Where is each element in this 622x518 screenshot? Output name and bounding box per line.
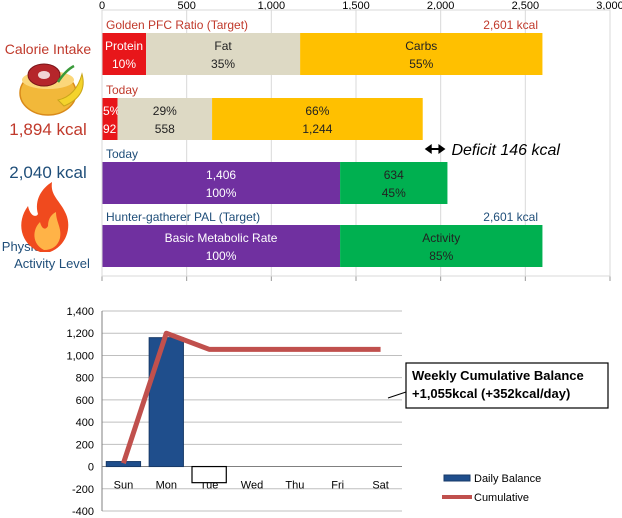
top-row-1: Golden PFC Ratio (Target) 2,601 kcal Prote… xyxy=(102,18,543,75)
row-caption: Hunter-gatherer PAL (Target) xyxy=(106,210,260,224)
row-total-label: 2,601 kcal xyxy=(483,18,538,32)
callout-box xyxy=(405,362,609,409)
row-caption: Today xyxy=(106,83,138,97)
top-tick-label: 3,000 xyxy=(596,0,622,12)
deficit-annotation: Deficit 146 kcal xyxy=(424,142,560,159)
segment-value: 100% xyxy=(206,186,237,200)
deficit-arrow-right-head xyxy=(438,144,446,154)
y-tick-label: 1,400 xyxy=(66,306,94,318)
top-row-2: Today 5% 92 29% 558 66% 1,244 xyxy=(102,83,423,140)
x-tick-label: Wed xyxy=(241,480,263,492)
segment-protein xyxy=(102,33,147,75)
cumulative-line xyxy=(121,330,381,465)
segment-value: 92 xyxy=(103,122,117,136)
top-tick-label: 500 xyxy=(177,0,195,12)
y-tick-label: 1,000 xyxy=(66,350,94,362)
flame-icon xyxy=(21,182,69,252)
segment-label: Protein xyxy=(105,39,143,53)
legend-swatch-daily xyxy=(443,474,471,482)
segment-activity xyxy=(340,225,543,267)
segment-value: 10% xyxy=(112,57,136,71)
legend-label-cumulative: Cumulative xyxy=(474,492,529,504)
segment-value: 85% xyxy=(429,249,453,263)
row-caption: Today xyxy=(106,147,138,161)
segment-label: 66% xyxy=(305,104,329,118)
top-row-4: Hunter-gatherer PAL (Target) 2,601 kcal Ba… xyxy=(102,210,543,267)
top-chart-tick-labels: 0 500 1,000 1,500 2,000 2,500 3,000 xyxy=(99,0,622,12)
deficit-label: Deficit 146 kcal xyxy=(451,142,560,159)
segment-bmr xyxy=(102,225,341,267)
y-tick-label: 200 xyxy=(76,439,94,451)
calorie-intake-label: Calorie Intake xyxy=(5,41,92,57)
y-tick-label: 600 xyxy=(76,395,94,407)
top-chart-frame xyxy=(101,9,611,277)
segment-label: Basic Metabolic Rate xyxy=(165,231,278,245)
callout-pointer xyxy=(387,391,407,399)
y-tick-label: -200 xyxy=(72,484,94,496)
segment-label: 634 xyxy=(384,168,404,182)
top-row-3: Today 1,406 100% 634 45% xyxy=(102,147,448,204)
segment-label: Activity xyxy=(422,231,460,245)
segment-value: 45% xyxy=(382,186,406,200)
daily-balance-bars xyxy=(105,337,227,484)
segment-value: 55% xyxy=(409,57,433,71)
top-chart-rows: Golden PFC Ratio (Target) 2,601 kcal Prote… xyxy=(102,18,543,267)
segment-value: 1,244 xyxy=(302,122,332,136)
segment-label: Carbs xyxy=(405,39,437,53)
segment-fat xyxy=(117,98,213,140)
daily-balance-bar xyxy=(148,337,184,468)
legend: Daily Balance Cumulative xyxy=(442,473,541,504)
cumulative-line-series xyxy=(121,330,381,465)
x-tick-label: Fri xyxy=(331,480,344,492)
top-tick-label: 1,500 xyxy=(342,0,370,12)
daily-balance-bar xyxy=(191,465,227,484)
bottom-chart-x-tick-labels: Sun Mon Tue Wed Thu Fri Sat xyxy=(114,480,389,492)
segment-value: 35% xyxy=(211,57,235,71)
top-tick-label: 2,000 xyxy=(427,0,455,12)
x-tick-label: Sun xyxy=(114,480,134,492)
y-tick-label: 0 xyxy=(88,462,94,474)
top-tick-label: 2,500 xyxy=(512,0,540,12)
expenditure-value: 2,040 kcal xyxy=(9,163,87,182)
y-tick-label: 1,200 xyxy=(66,328,94,340)
bottom-chart-y-tick-labels: -400 -200 0 200 400 600 800 1,000 1,200 1,400 xyxy=(66,306,94,518)
segment-label: 1,406 xyxy=(206,168,236,182)
legend-label-daily: Daily Balance xyxy=(474,473,541,485)
weekly-balance-callout: Weekly Cumulative Balance +1,055kcal (+3… xyxy=(387,362,609,409)
pal-label-line2: Activity Level xyxy=(14,256,90,271)
y-tick-label: -400 xyxy=(72,506,94,518)
x-tick-label: Sat xyxy=(372,480,389,492)
top-tick-label: 1,000 xyxy=(258,0,286,12)
row-total-label: 2,601 kcal xyxy=(483,210,538,224)
meal-icon xyxy=(19,63,84,116)
intake-value: 1,894 kcal xyxy=(9,120,87,139)
segment-protein xyxy=(102,98,118,140)
segment-activity xyxy=(340,162,448,204)
segment-fat xyxy=(146,33,301,75)
segment-label: 29% xyxy=(153,104,177,118)
segment-carbs xyxy=(212,98,423,140)
y-tick-label: 400 xyxy=(76,417,94,429)
row-caption: Golden PFC Ratio (Target) xyxy=(106,18,248,32)
segment-bmr xyxy=(102,162,341,204)
callout-line2: +1,055kcal (+352kcal/day) xyxy=(412,386,570,401)
segment-value: 100% xyxy=(206,249,237,263)
segment-carbs xyxy=(300,33,543,75)
deficit-arrow-left-head xyxy=(424,144,432,154)
segment-label: Fat xyxy=(214,39,232,53)
callout-line1: Weekly Cumulative Balance xyxy=(412,368,584,383)
segment-label: 5% xyxy=(103,104,121,118)
y-tick-label: 800 xyxy=(76,373,94,385)
x-tick-label: Mon xyxy=(156,480,177,492)
x-tick-label: Thu xyxy=(285,480,304,492)
segment-value: 558 xyxy=(155,122,175,136)
top-tick-label: 0 xyxy=(99,0,105,12)
